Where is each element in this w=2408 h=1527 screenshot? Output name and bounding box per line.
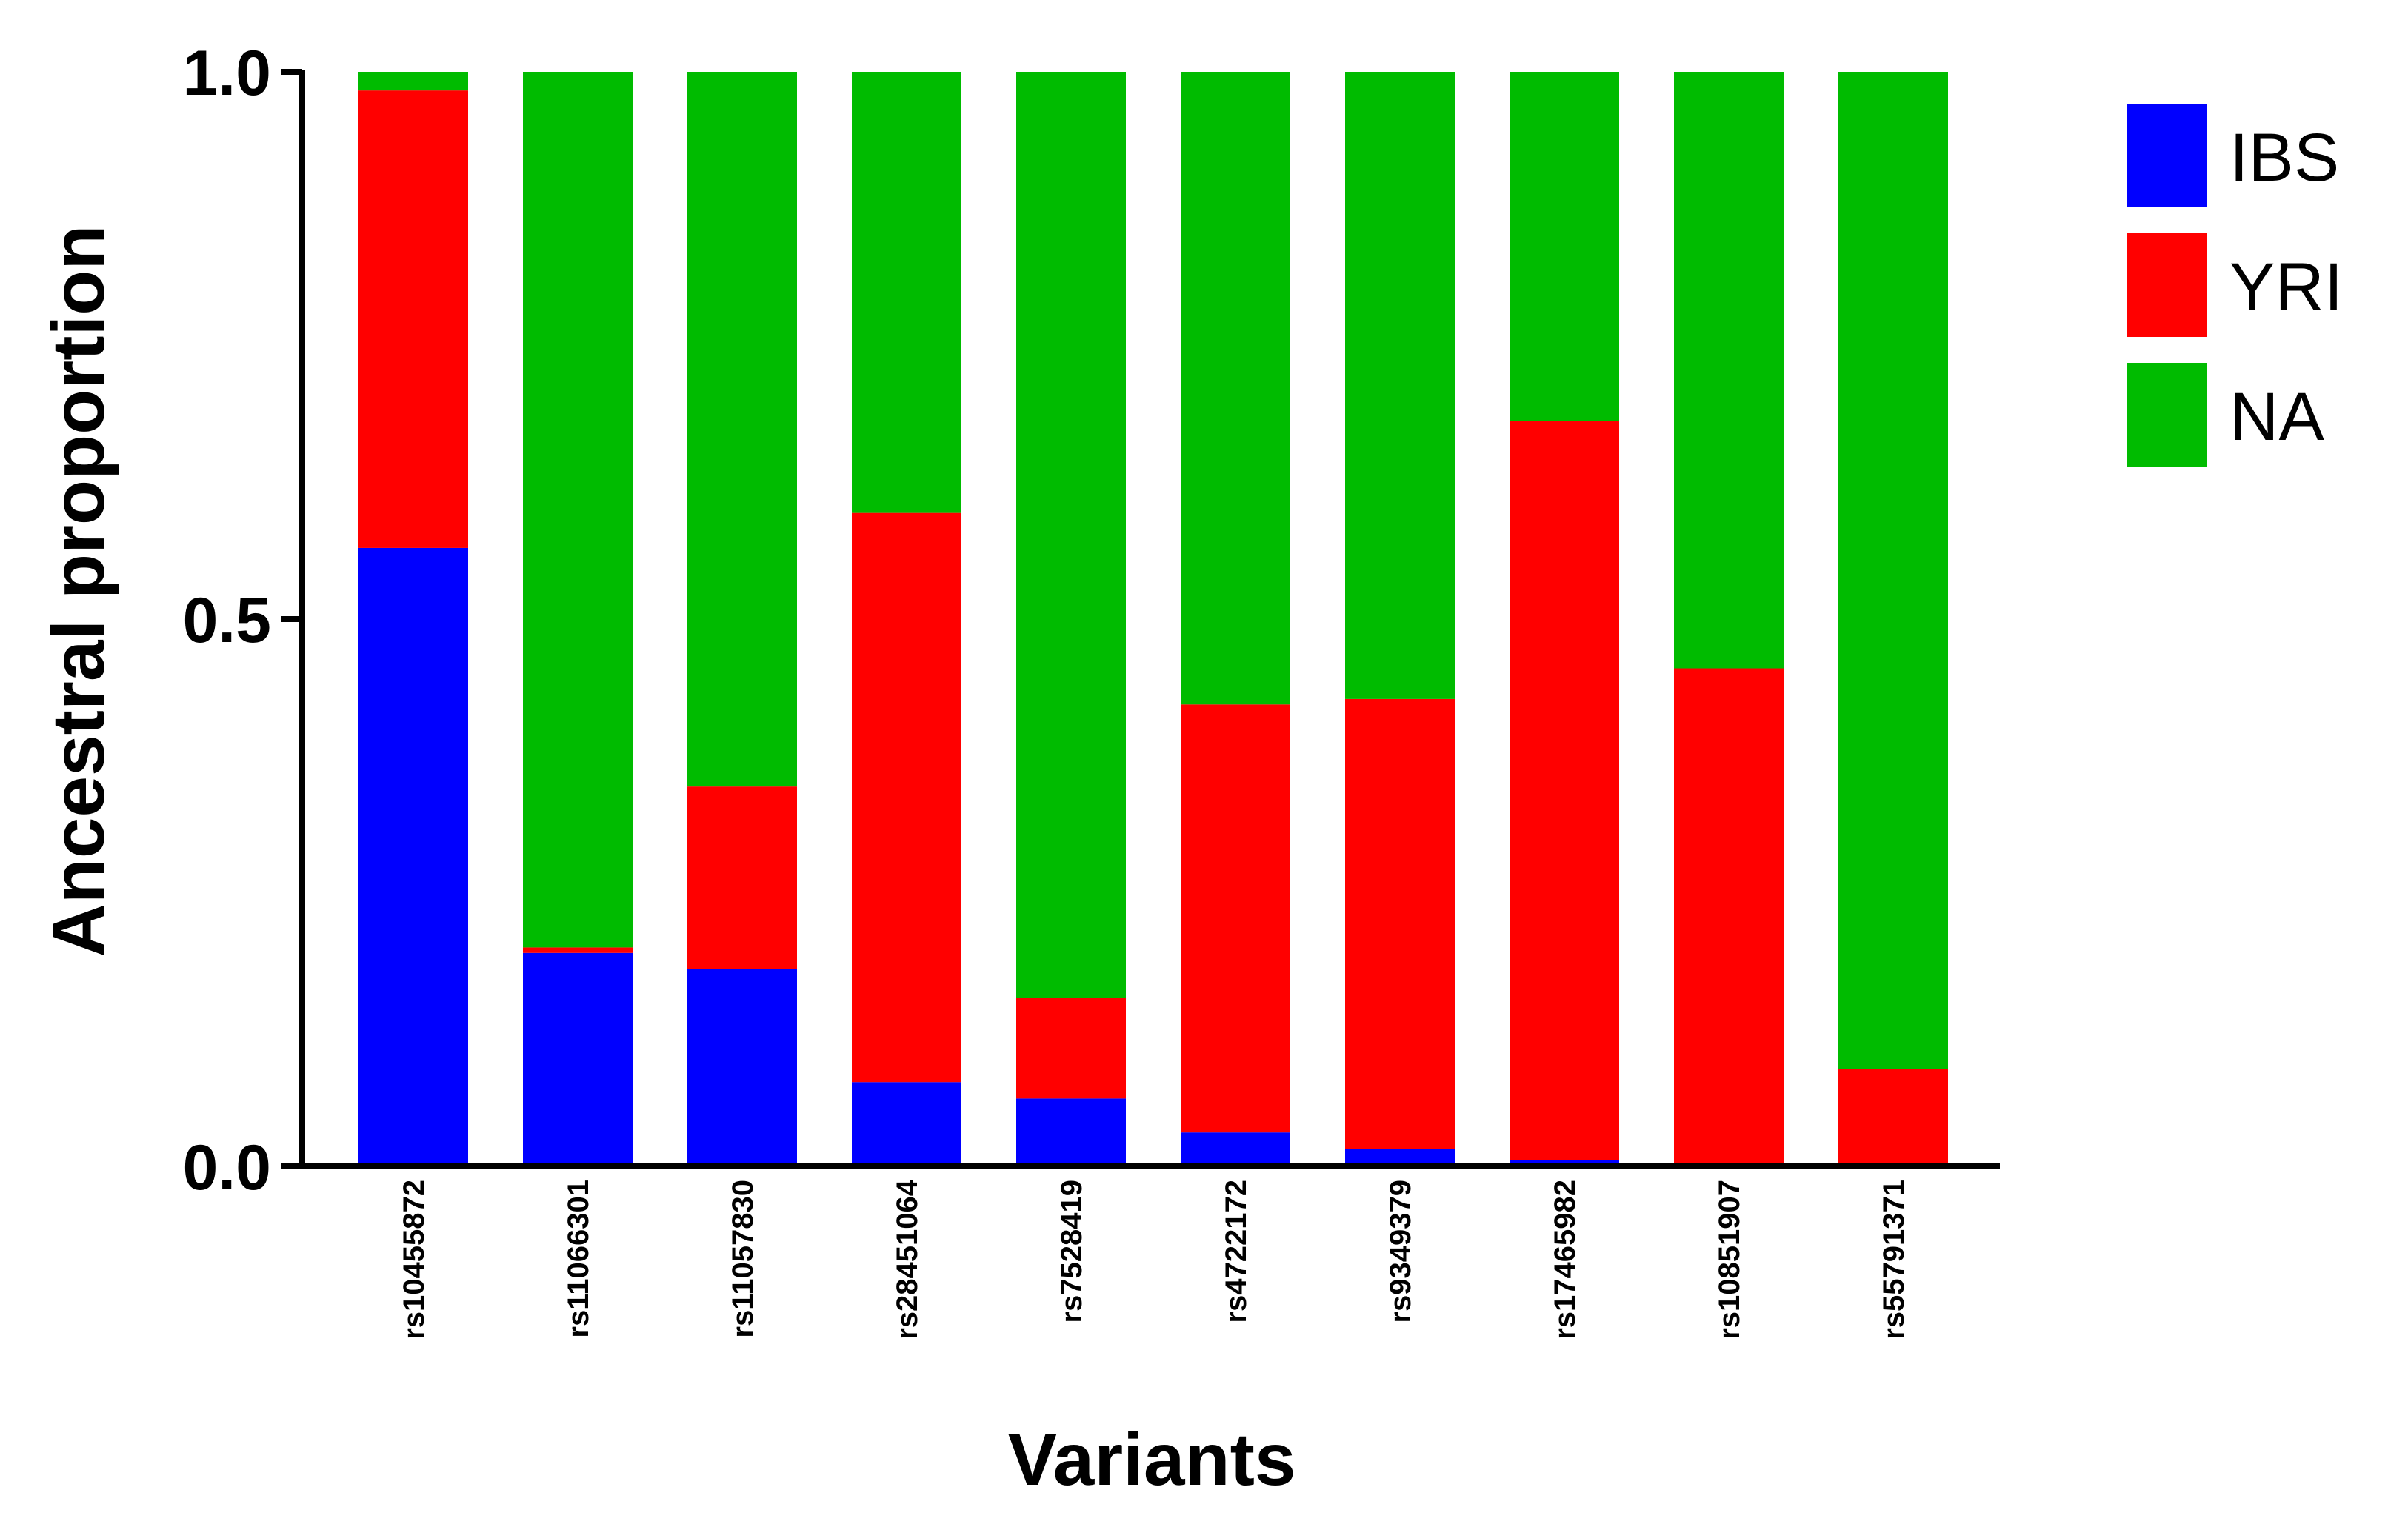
bar-ibs-rs28451064 xyxy=(852,1082,961,1166)
bar-yri-rs9349379 xyxy=(1345,698,1455,1149)
legend-swatch-yri xyxy=(2127,233,2207,337)
bar-yri-rs55791371 xyxy=(1838,1069,1948,1166)
bars-group xyxy=(358,72,1948,1166)
bar-na-rs28451064 xyxy=(852,72,961,513)
bar-na-rs4722172 xyxy=(1181,72,1290,705)
legend-label-yri: YRI xyxy=(2229,250,2343,325)
bar-ibs-rs7528419 xyxy=(1016,1098,1126,1166)
bar-ibs-rs11066301 xyxy=(523,952,633,1166)
y-axis-title: Ancestral proportion xyxy=(37,225,120,958)
legend: IBS YRI NA xyxy=(2127,104,2343,467)
x-axis: rs10455872 rs11066301 rs11057830 rs28451064… xyxy=(299,1163,2000,1340)
y-tick-label: 0.0 xyxy=(182,1132,271,1203)
bar-yri-rs7528419 xyxy=(1016,998,1126,1099)
bar-na-rs55791371 xyxy=(1838,72,1948,1069)
y-tick-label: 0.5 xyxy=(182,585,271,656)
x-tick-label-rs10851907: rs10851907 xyxy=(1713,1180,1746,1340)
x-tick-label-rs11066301: rs11066301 xyxy=(562,1180,595,1338)
bar-yri-rs28451064 xyxy=(852,512,961,1083)
bar-yri-rs17465982 xyxy=(1510,421,1619,1160)
x-tick-label-rs55791371: rs55791371 xyxy=(1878,1180,1910,1340)
bar-yri-rs4722172 xyxy=(1181,704,1290,1133)
bar-na-rs11057830 xyxy=(687,72,797,787)
bar-yri-rs11057830 xyxy=(687,786,797,969)
plot-area: 0.0 0.5 1.0 rs10455872 rs11066301 rs11057830… xyxy=(182,38,2000,1340)
bar-na-rs7528419 xyxy=(1016,72,1126,998)
bar-na-rs17465982 xyxy=(1510,72,1619,421)
x-axis-title: Variants xyxy=(1007,1418,1295,1501)
bar-na-rs10455872 xyxy=(358,72,468,91)
x-tick-label-rs11057830: rs11057830 xyxy=(727,1180,759,1338)
bar-na-rs10851907 xyxy=(1674,72,1784,669)
x-tick-label-rs4722172: rs4722172 xyxy=(1220,1180,1253,1323)
x-tick-label-rs28451064: rs28451064 xyxy=(891,1179,924,1340)
x-tick-label-rs10455872: rs10455872 xyxy=(398,1180,430,1340)
legend-label-ibs: IBS xyxy=(2229,120,2339,196)
bar-ibs-rs9349379 xyxy=(1345,1149,1455,1166)
bar-yri-rs10455872 xyxy=(358,90,468,548)
y-tick-label: 1.0 xyxy=(182,38,271,109)
bar-ibs-rs11057830 xyxy=(687,969,797,1166)
bar-ibs-rs17465982 xyxy=(1510,1160,1619,1166)
bar-ibs-rs10455872 xyxy=(358,547,468,1166)
legend-swatch-ibs xyxy=(2127,104,2207,207)
legend-swatch-na xyxy=(2127,363,2207,467)
y-axis: 0.0 0.5 1.0 xyxy=(182,38,305,1203)
legend-label-na: NA xyxy=(2229,379,2324,455)
bar-na-rs9349379 xyxy=(1345,72,1455,699)
bar-yri-rs10851907 xyxy=(1674,668,1784,1166)
bar-ibs-rs4722172 xyxy=(1181,1132,1290,1166)
x-tick-label-rs7528419: rs7528419 xyxy=(1055,1180,1088,1323)
bar-na-rs11066301 xyxy=(523,72,633,948)
x-tick-label-rs9349379: rs9349379 xyxy=(1384,1180,1417,1323)
x-tick-label-rs17465982: rs17465982 xyxy=(1549,1180,1581,1340)
bar-yri-rs11066301 xyxy=(523,947,633,953)
